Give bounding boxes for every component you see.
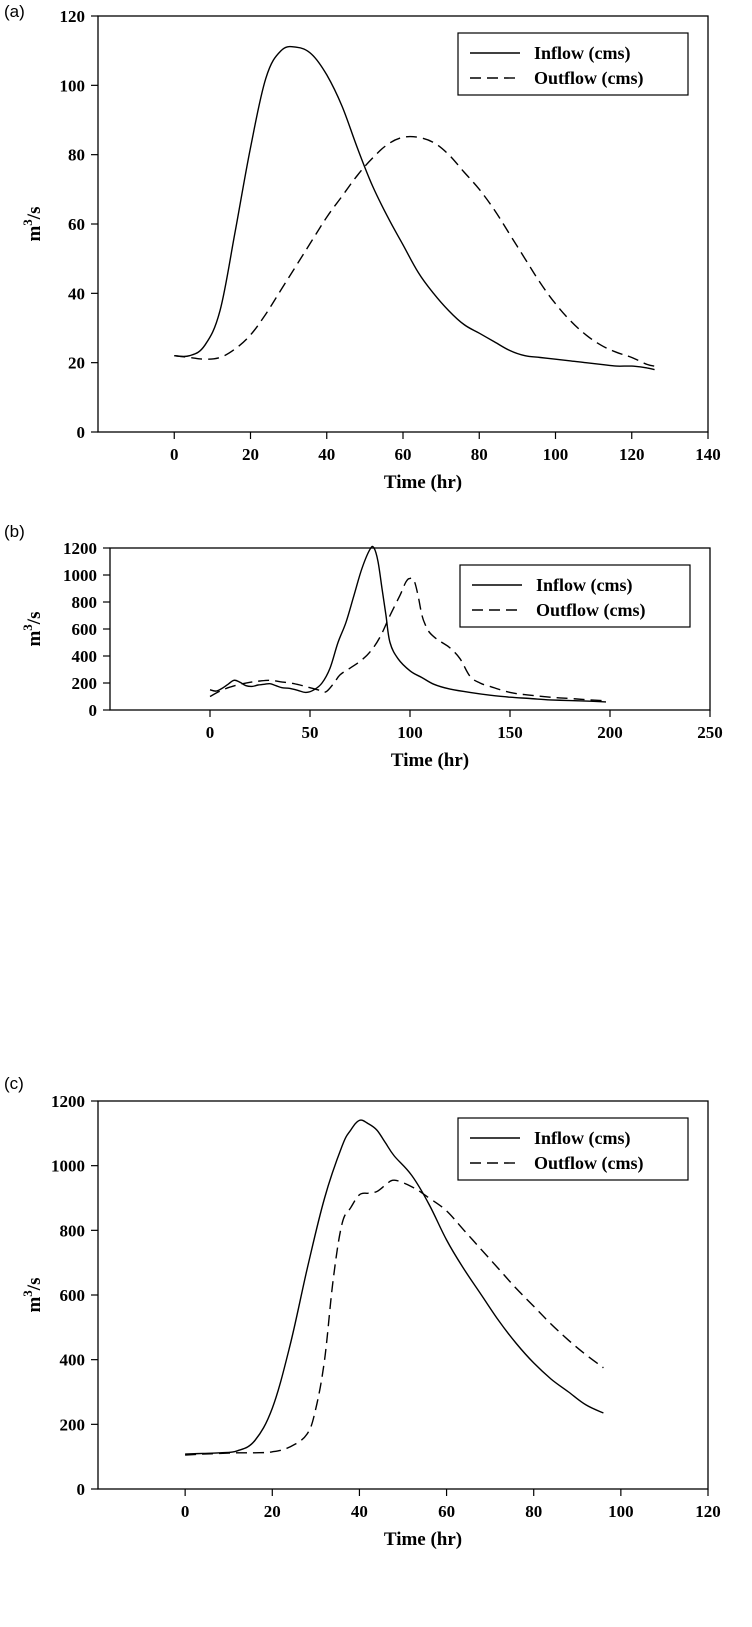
series-line-outflow — [209, 577, 607, 702]
y-axis-label: m3/s — [20, 206, 45, 241]
y-tick-label: 600 — [60, 1286, 86, 1305]
legend-entry: Inflow (cms) — [534, 1128, 631, 1149]
y-tick-label: 1000 — [63, 566, 97, 585]
y-tick-label: 200 — [72, 674, 98, 693]
y-tick-label: 1200 — [51, 1092, 85, 1111]
x-axis-label: Time (hr) — [384, 472, 462, 493]
y-tick-label: 20 — [68, 354, 85, 373]
x-tick-label: 80 — [525, 1502, 542, 1521]
legend-entry: Inflow (cms) — [534, 43, 631, 64]
y-tick-label: 60 — [68, 215, 85, 234]
series-line-inflow — [185, 1119, 604, 1455]
x-tick-label: 0 — [181, 1502, 190, 1521]
panel-label: (a) — [4, 2, 25, 21]
y-tick-label: 400 — [60, 1351, 86, 1370]
x-tick-label: 120 — [695, 1502, 721, 1521]
y-tick-label: 800 — [60, 1221, 86, 1240]
x-tick-label: 100 — [543, 445, 569, 464]
chart-a: 0 20 40 60 80 100 120 0 20 40 60 80 100 120 140 Time (h… — [20, 7, 721, 493]
x-tick-label: 20 — [242, 445, 259, 464]
y-tick-label: 1200 — [63, 539, 97, 558]
x-tick-label: 250 — [697, 723, 723, 742]
y-tick-label: 1000 — [51, 1157, 85, 1176]
x-tick-label: 200 — [597, 723, 623, 742]
legend-entry: Inflow (cms) — [536, 575, 633, 596]
y-tick-label: 80 — [68, 146, 85, 165]
y-tick-label: 40 — [68, 284, 85, 303]
legend-entry: Outflow (cms) — [534, 1153, 643, 1174]
y-tick-label: 0 — [89, 701, 98, 720]
y-tick-label: 600 — [72, 620, 98, 639]
y-tick-label: 120 — [60, 7, 86, 26]
x-tick-label: 0 — [170, 445, 179, 464]
x-tick-label: 20 — [264, 1502, 281, 1521]
x-tick-label: 100 — [608, 1502, 634, 1521]
y-tick-label: 100 — [60, 76, 86, 95]
panel-label: (c) — [4, 1074, 24, 1093]
series-line-outflow — [174, 135, 655, 367]
y-tick-label: 0 — [77, 423, 86, 442]
legend-box — [457, 1117, 689, 1181]
y-axis-label: m3/s — [20, 611, 45, 646]
chart-c: 0 200 400 600 800 1000 1200 0 20 40 60 80 100 120 Time… — [20, 1092, 721, 1550]
chart-panel-c: (c) 0 200 400 600 800 1000 1200 0 20 40 60 80 100 120… — [0, 1072, 752, 1627]
legend-entry: Outflow (cms) — [536, 600, 645, 621]
x-tick-label: 100 — [397, 723, 423, 742]
panel-label: (b) — [4, 522, 25, 541]
x-tick-label: 0 — [206, 723, 215, 742]
y-tick-label: 400 — [72, 647, 98, 666]
series-line-outflow — [185, 1179, 604, 1456]
x-axis-label: Time (hr) — [384, 1529, 462, 1550]
x-tick-label: 40 — [318, 445, 335, 464]
legend-box — [459, 564, 691, 628]
chart-b: 0 200 400 600 800 1000 1200 0 50 100 150 200 250 Time… — [20, 539, 723, 771]
x-tick-label: 150 — [497, 723, 523, 742]
y-tick-label: 200 — [60, 1415, 86, 1434]
x-tick-label: 60 — [395, 445, 412, 464]
chart-panel-a: (a) 0 20 40 60 80 100 120 0 20 40 60 80 100 120 140 Tim… — [0, 0, 752, 520]
x-axis-label: Time (hr) — [391, 750, 469, 771]
x-tick-label: 40 — [351, 1502, 368, 1521]
x-tick-label: 140 — [695, 445, 721, 464]
y-tick-label: 800 — [72, 593, 98, 612]
series-line-inflow — [174, 45, 655, 371]
legend-box — [457, 32, 689, 96]
legend-entry: Outflow (cms) — [534, 68, 643, 89]
y-axis-label: m3/s — [20, 1277, 45, 1312]
x-tick-label: 50 — [302, 723, 319, 742]
x-tick-label: 80 — [471, 445, 488, 464]
x-tick-label: 60 — [438, 1502, 455, 1521]
y-tick-label: 0 — [77, 1480, 86, 1499]
x-tick-label: 120 — [619, 445, 645, 464]
series-line-inflow — [209, 545, 607, 703]
chart-panel-b: (b) 0 200 400 600 800 1000 1200 0 50 100 150 200 250… — [0, 520, 752, 1072]
